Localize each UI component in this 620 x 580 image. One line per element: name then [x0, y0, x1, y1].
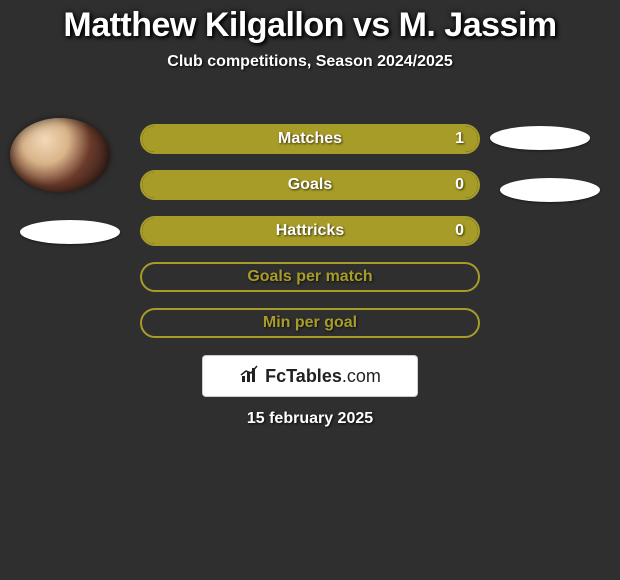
stat-bar-value: 0	[455, 222, 464, 240]
stat-bar-label: Goals per match	[247, 268, 372, 286]
stat-bars: Matches 1 Goals 0 Hattricks 0 Goals per match M…	[140, 124, 480, 354]
brand-box: FcTables.com	[202, 355, 418, 397]
stat-bar-label: Matches	[278, 130, 342, 148]
stat-bar: Matches 1	[140, 124, 480, 154]
blank-pill-left	[20, 220, 120, 244]
stat-bar: Hattricks 0	[140, 216, 480, 246]
stat-bar: Goals per match	[140, 262, 480, 292]
footer-date: 15 february 2025	[247, 410, 373, 428]
player-avatar-left	[10, 118, 110, 192]
chart-icon	[239, 363, 261, 390]
stat-bar: Goals 0	[140, 170, 480, 200]
subtitle: Club competitions, Season 2024/2025	[0, 53, 620, 71]
stat-bar-label: Min per goal	[263, 314, 357, 332]
stat-bar-label: Hattricks	[276, 222, 344, 240]
blank-pill-right-1	[490, 126, 590, 150]
page-title: Matthew Kilgallon vs M. Jassim	[0, 0, 620, 45]
stat-bar-value: 0	[455, 176, 464, 194]
stat-bar-value: 1	[455, 130, 464, 148]
brand-text: FcTables.com	[265, 366, 381, 387]
stat-bar-label: Goals	[288, 176, 332, 194]
stat-bar: Min per goal	[140, 308, 480, 338]
blank-pill-right-2	[500, 178, 600, 202]
